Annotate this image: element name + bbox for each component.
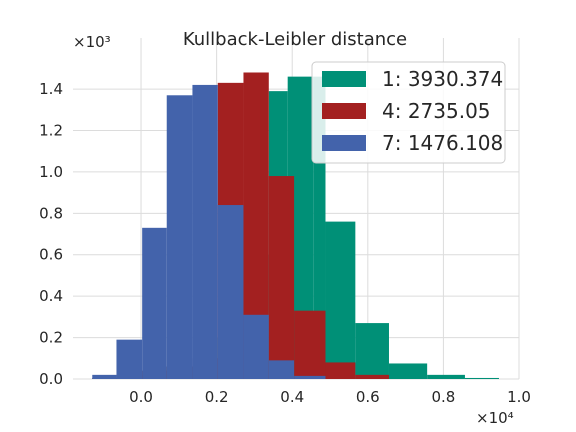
y-scale-label: ×10³	[73, 33, 111, 51]
histogram-bar	[268, 360, 295, 379]
series-3-bars	[92, 84, 326, 380]
y-tick-label: 1.2	[39, 121, 63, 139]
histogram-bar	[325, 221, 356, 379]
y-tick-label: 0.4	[39, 287, 63, 305]
histogram-bar	[355, 323, 389, 379]
legend-label: 7: 1476.108	[382, 131, 503, 155]
histogram-bar	[313, 76, 326, 380]
histogram-bar	[294, 310, 326, 379]
histogram-bar	[268, 176, 295, 379]
legend-swatch	[322, 103, 366, 119]
histogram-bar	[92, 374, 117, 379]
y-tick-labels: 0.0 0.2 0.4 0.6 0.8 1.0 1.2 1.4	[39, 80, 63, 388]
histogram-bar	[464, 377, 499, 379]
x-tick-label: 1.0	[507, 388, 531, 406]
legend-swatch	[322, 135, 366, 151]
histogram-bar	[192, 84, 218, 379]
x-tick-label: 0.8	[431, 388, 455, 406]
x-tick-label: 0.6	[356, 388, 380, 406]
histogram-bar	[116, 339, 143, 379]
x-tick-label: 0.4	[280, 388, 304, 406]
legend-label: 4: 2735.05	[382, 99, 491, 123]
x-tick-label: 0.2	[205, 388, 229, 406]
x-scale-label: ×10⁴	[476, 409, 514, 427]
legend-swatch	[322, 71, 366, 87]
x-tick-labels: 0.0 0.2 0.4 0.6 0.8 1.0	[129, 388, 531, 406]
histogram-bar	[355, 374, 389, 379]
histogram-bar	[427, 374, 465, 379]
x-tick-label: 0.0	[129, 388, 153, 406]
y-tick-label: 0.8	[39, 204, 63, 222]
histogram-bars	[92, 72, 499, 380]
histogram-bar	[388, 363, 428, 379]
histogram-bar	[243, 314, 269, 379]
y-tick-label: 1.0	[39, 163, 63, 181]
y-tick-label: 0.2	[39, 329, 63, 347]
legend: 1: 3930.374 4: 2735.05 7: 1476.108	[311, 61, 506, 164]
y-tick-label: 0.6	[39, 246, 63, 264]
histogram-bar	[142, 227, 167, 379]
histogram-bar	[217, 205, 244, 379]
histogram-bar	[166, 95, 193, 380]
histogram-bar	[325, 362, 356, 379]
y-tick-label: 1.4	[39, 80, 63, 98]
chart-title: Kullback-Leibler distance	[183, 29, 407, 50]
legend-label: 1: 3930.374	[382, 67, 503, 91]
histogram-bar	[294, 375, 326, 379]
y-tick-label: 0.0	[39, 370, 63, 388]
